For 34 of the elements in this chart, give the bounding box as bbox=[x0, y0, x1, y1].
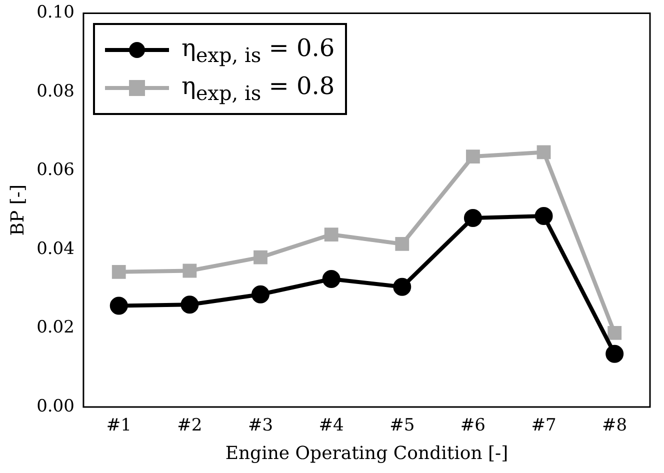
x-tick-label: #6 bbox=[460, 416, 486, 436]
point bbox=[182, 264, 197, 278]
point bbox=[110, 296, 128, 315]
y-tick-label: 0.10 bbox=[36, 2, 74, 23]
point bbox=[395, 237, 410, 251]
point bbox=[534, 207, 553, 226]
x-tick-label: #7 bbox=[531, 416, 556, 436]
x-tick-label: #8 bbox=[602, 416, 628, 436]
y-tick-label: 0.08 bbox=[36, 81, 74, 102]
point bbox=[180, 296, 199, 314]
point bbox=[608, 326, 622, 340]
y-tick-label: 0.04 bbox=[36, 238, 74, 259]
point bbox=[322, 270, 340, 288]
x-axis-title: Engine Operating Condition [-] bbox=[225, 442, 508, 464]
point bbox=[464, 208, 482, 227]
y-tick-label: 0.02 bbox=[36, 318, 74, 338]
point bbox=[112, 264, 126, 279]
point bbox=[466, 150, 480, 164]
x-tick-label: #5 bbox=[390, 416, 415, 436]
y-tick-label: 0.00 bbox=[36, 396, 74, 416]
point bbox=[393, 278, 412, 296]
point bbox=[324, 228, 338, 242]
x-tick-label: #2 bbox=[177, 416, 202, 436]
y-tick-label: 0.06 bbox=[36, 160, 74, 180]
legend-label: η$_{exp, is}$ = 0.6 bbox=[181, 34, 335, 67]
legend-label: η$_{exp, is}$ = 0.8 bbox=[181, 72, 335, 105]
x-tick-label: #4 bbox=[318, 416, 344, 436]
y-axis-title: BP [-] bbox=[7, 184, 28, 236]
point bbox=[252, 285, 270, 304]
x-tick-label: #1 bbox=[106, 416, 132, 436]
point bbox=[606, 344, 624, 363]
point bbox=[536, 145, 551, 160]
x-tick-label: #3 bbox=[248, 416, 274, 436]
point bbox=[254, 250, 268, 264]
